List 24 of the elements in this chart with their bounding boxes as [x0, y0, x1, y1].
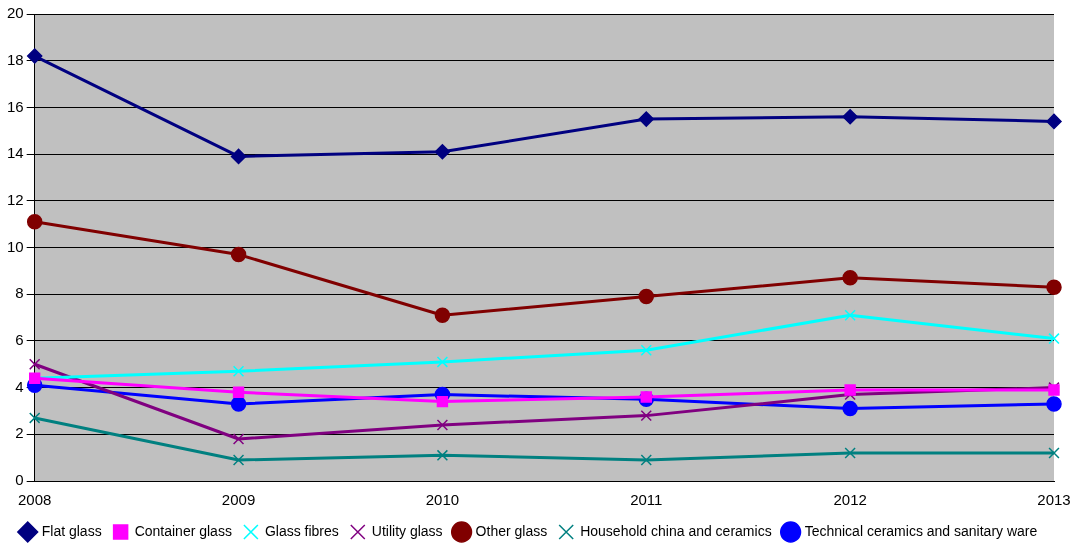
x-tick-label: 2012: [833, 491, 867, 509]
y-tick-label: 0: [15, 471, 24, 489]
y-tick-label: 6: [15, 331, 24, 349]
x-tick-label: 2009: [221, 491, 256, 509]
y-tick-label: 20: [7, 4, 24, 22]
y-tick-label: 18: [7, 50, 24, 68]
legend-label: Technical ceramics and sanitary ware: [804, 522, 1038, 539]
x-tick-label: 2008: [18, 491, 52, 509]
y-tick-label: 2: [15, 424, 24, 442]
legend-label: Utility glass: [371, 522, 443, 539]
y-tick-label: 8: [15, 284, 24, 302]
x-tick-label: 2013: [1037, 491, 1071, 509]
y-tick-label: 4: [15, 377, 24, 395]
y-tick-label: 16: [7, 97, 24, 115]
legend-label: Glass fibres: [264, 522, 339, 539]
x-tick-label: 2011: [630, 491, 663, 509]
y-tick-label: 12: [7, 190, 24, 208]
legend-label: Container glass: [134, 522, 232, 539]
y-tick-label: 10: [7, 237, 24, 255]
legend-label: Household china and ceramics: [580, 522, 772, 539]
legend-label: Other glass: [475, 522, 548, 539]
x-tick-label: 2010: [425, 491, 460, 509]
y-tick-label: 14: [7, 144, 24, 162]
legend-label: Flat glass: [41, 522, 102, 539]
